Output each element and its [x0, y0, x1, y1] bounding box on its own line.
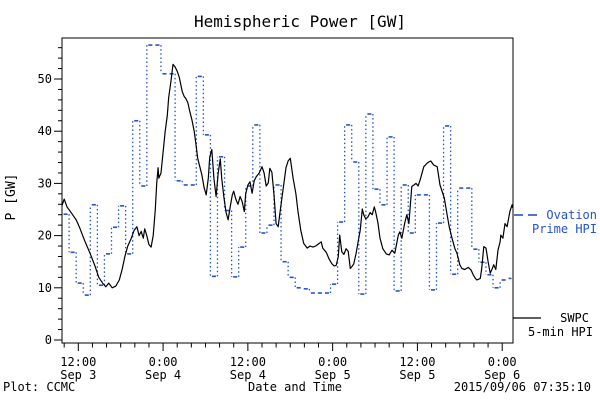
- y-tick-label: 50: [38, 72, 52, 86]
- y-tick-label: 30: [38, 176, 52, 190]
- y-tick-label: 10: [38, 281, 52, 295]
- ovation-legend-label-line1: Ovation: [546, 208, 597, 222]
- chart-title: Hemispheric Power [GW]: [194, 12, 406, 31]
- legend-ovation: Ovation Prime HPI: [514, 208, 597, 236]
- swpc-legend-label-line2: 5-min HPI: [528, 325, 593, 339]
- swpc-legend-label-line1: SWPC: [560, 311, 589, 325]
- y-tick-label: 40: [38, 124, 52, 138]
- x-tick-date-label: Sep 3: [60, 368, 96, 382]
- x-tick-date-label: Sep 6: [484, 368, 520, 382]
- y-axis-label: P [GW]: [4, 174, 19, 221]
- x-tick-date-label: Sep 4: [230, 368, 266, 382]
- x-axis-label: Date and Time: [248, 380, 342, 394]
- swpc-line: [61, 63, 514, 289]
- x-tick-time-label: 0:00: [488, 355, 517, 369]
- footer-timestamp: 2015/09/06 07:35:10: [454, 380, 591, 394]
- x-tick-date-label: Sep 4: [145, 368, 181, 382]
- footer-plot-credit: Plot: CCMC: [3, 380, 75, 394]
- swpc-series: [61, 63, 514, 289]
- ovation-legend-label-line2: Prime HPI: [532, 222, 597, 236]
- ovation-prime-series: [63, 44, 512, 296]
- x-tick-date-label: Sep 5: [315, 368, 351, 382]
- x-tick-time-label: 0:00: [318, 355, 347, 369]
- x-tick-time-label: 12:00: [399, 355, 435, 369]
- y-tick-label: 20: [38, 229, 52, 243]
- plot-frame: [61, 37, 514, 344]
- x-tick-date-label: Sep 5: [399, 368, 435, 382]
- x-tick-time-label: 12:00: [60, 355, 96, 369]
- legend-swpc: SWPC 5-min HPI: [513, 311, 593, 339]
- x-tick-time-label: 0:00: [149, 355, 178, 369]
- y-tick-label: 0: [45, 333, 52, 347]
- x-tick-time-label: 12:00: [230, 355, 266, 369]
